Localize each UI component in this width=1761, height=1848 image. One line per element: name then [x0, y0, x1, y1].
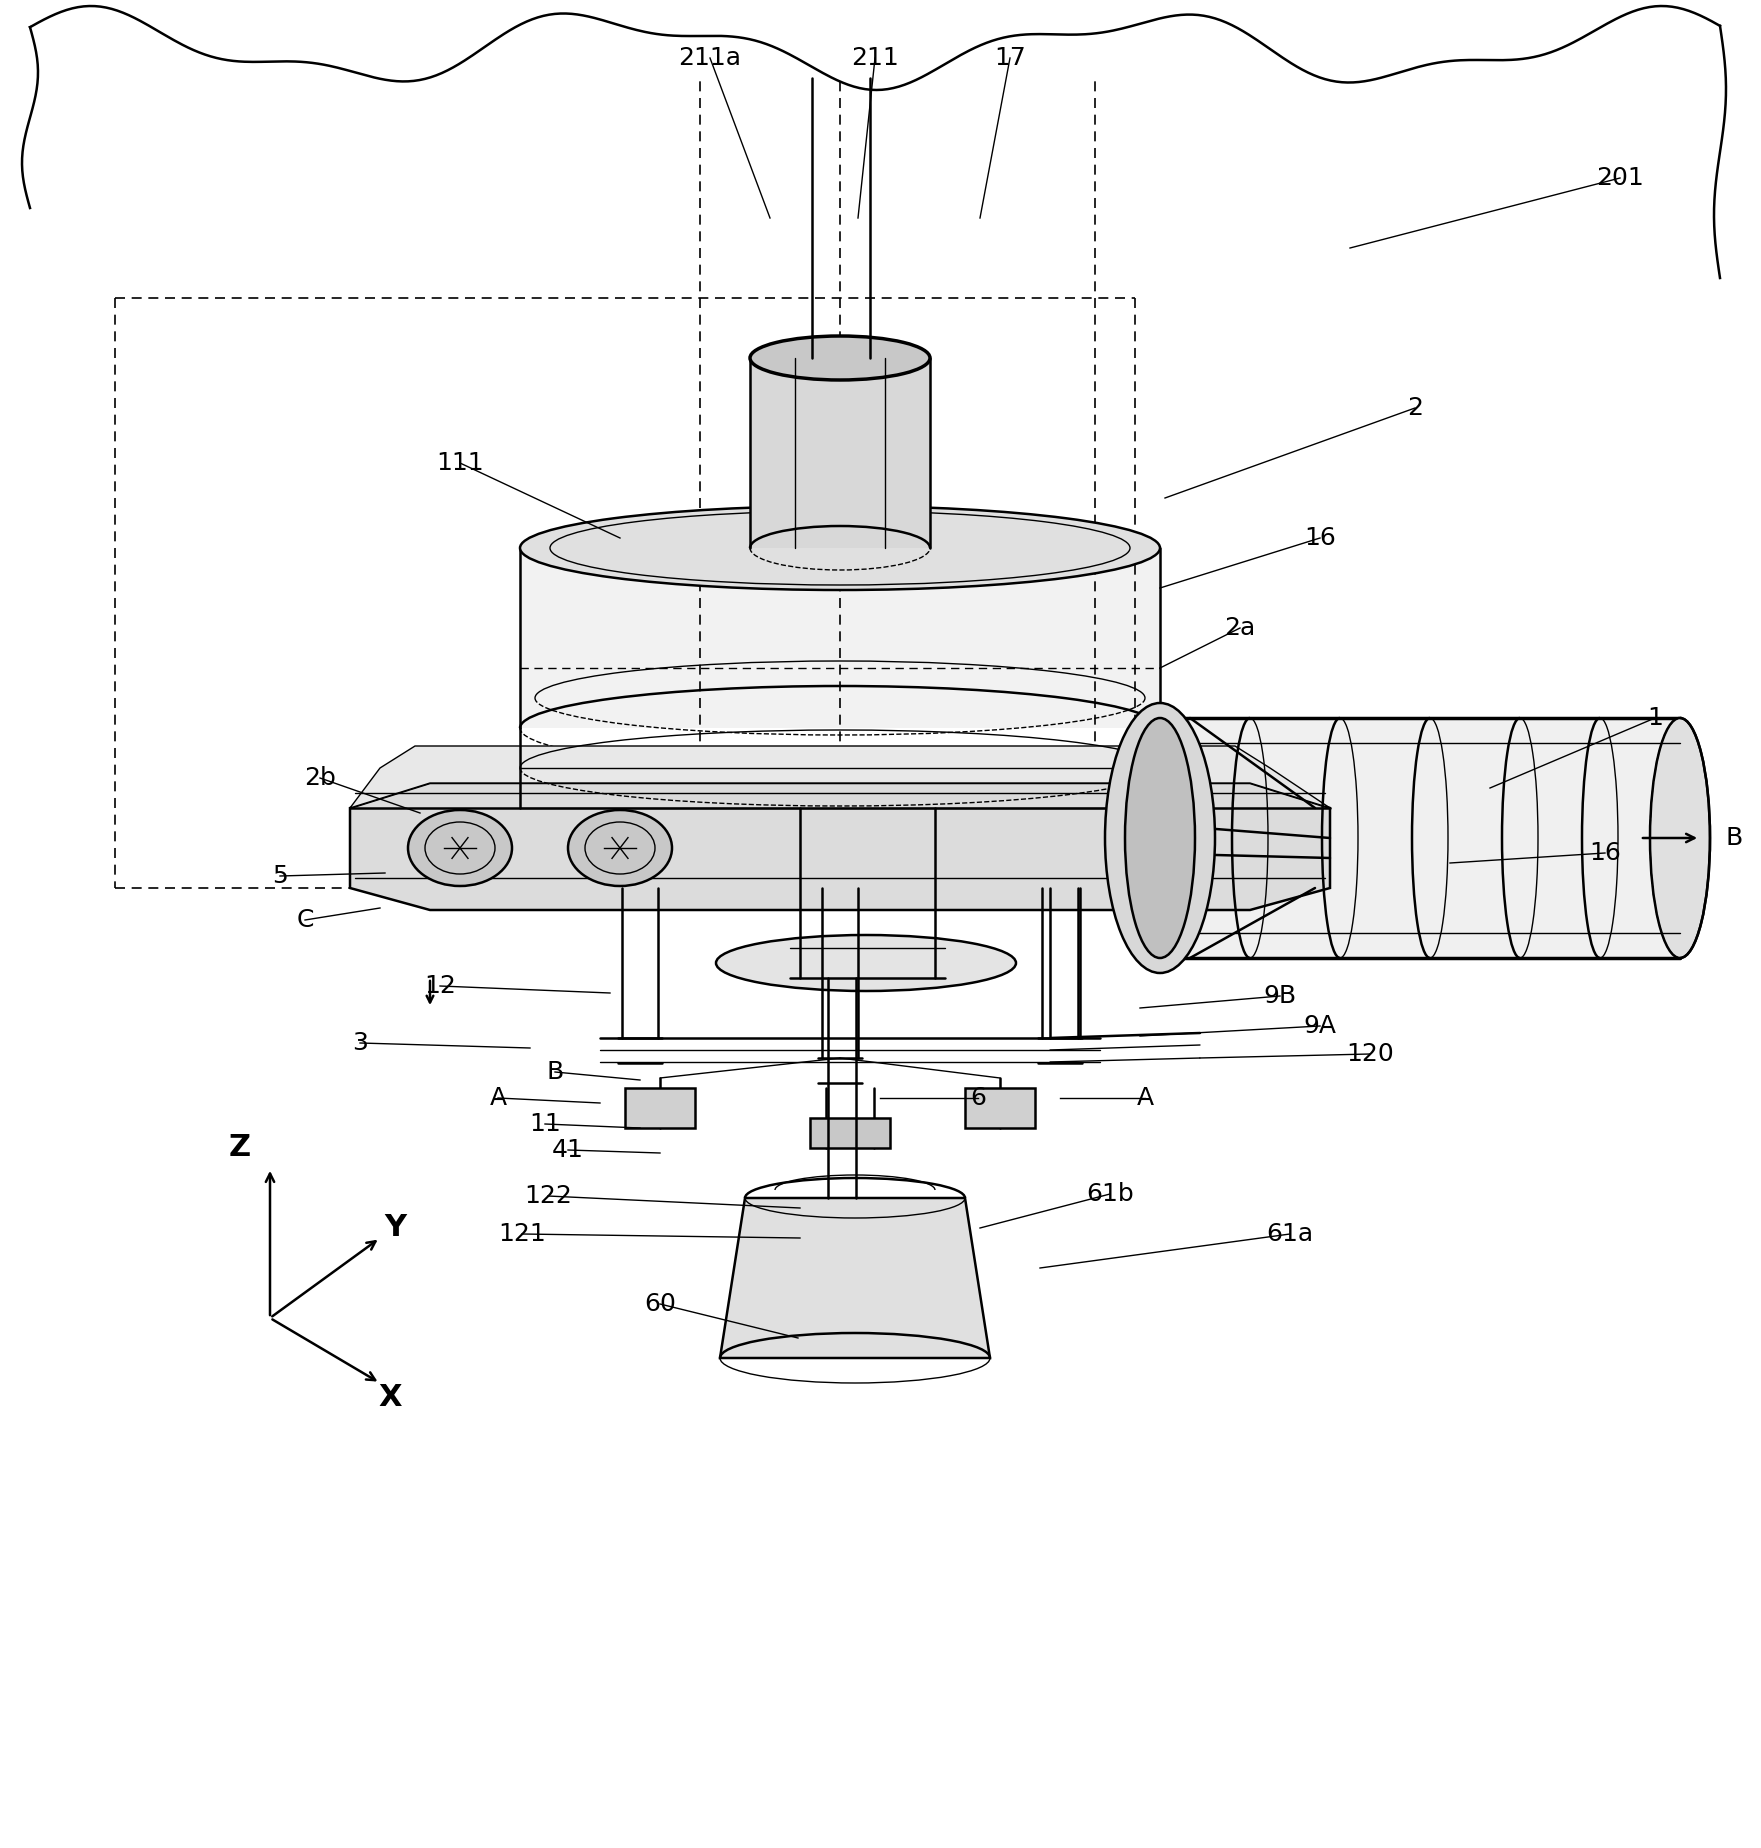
Ellipse shape [717, 935, 1016, 991]
Text: 11: 11 [528, 1112, 560, 1137]
Text: X: X [379, 1384, 402, 1412]
Text: B: B [1726, 826, 1742, 850]
Polygon shape [350, 747, 1330, 808]
Polygon shape [720, 1198, 990, 1358]
Text: 60: 60 [645, 1292, 676, 1316]
Text: 17: 17 [995, 46, 1027, 70]
Ellipse shape [1125, 719, 1196, 957]
Text: 6: 6 [970, 1087, 986, 1111]
Text: 5: 5 [273, 865, 287, 889]
Text: 2: 2 [1407, 395, 1423, 419]
Text: 122: 122 [525, 1185, 572, 1209]
Ellipse shape [569, 809, 673, 885]
Ellipse shape [750, 336, 930, 381]
Text: 41: 41 [551, 1138, 585, 1162]
Text: 111: 111 [437, 451, 484, 475]
Text: 12: 12 [424, 974, 456, 998]
Text: 16: 16 [1305, 527, 1337, 551]
Text: 211a: 211a [678, 46, 741, 70]
Text: A: A [1136, 1087, 1153, 1111]
Text: 61a: 61a [1266, 1222, 1314, 1246]
Text: 2b: 2b [305, 767, 336, 789]
Polygon shape [350, 784, 1330, 909]
Polygon shape [810, 1118, 889, 1148]
Text: 120: 120 [1345, 1042, 1395, 1066]
Text: 16: 16 [1588, 841, 1620, 865]
Text: C: C [296, 907, 313, 931]
Text: 3: 3 [352, 1031, 368, 1055]
Text: Y: Y [384, 1214, 407, 1242]
Text: B: B [546, 1061, 564, 1085]
Ellipse shape [1104, 702, 1215, 974]
Text: 211: 211 [851, 46, 898, 70]
Polygon shape [965, 1088, 1035, 1127]
Text: 2a: 2a [1224, 615, 1256, 639]
Ellipse shape [409, 809, 512, 885]
Polygon shape [519, 549, 1160, 728]
Polygon shape [625, 1088, 696, 1127]
Text: 1: 1 [1647, 706, 1662, 730]
Text: 61b: 61b [1087, 1183, 1134, 1207]
Polygon shape [1160, 719, 1680, 957]
Text: 9A: 9A [1303, 1015, 1337, 1039]
Polygon shape [750, 359, 930, 549]
Ellipse shape [519, 506, 1160, 590]
Text: Z: Z [229, 1133, 252, 1162]
Ellipse shape [1650, 719, 1710, 957]
Text: A: A [490, 1087, 507, 1111]
Text: 201: 201 [1595, 166, 1643, 190]
Text: 9B: 9B [1263, 983, 1296, 1007]
Text: 121: 121 [498, 1222, 546, 1246]
